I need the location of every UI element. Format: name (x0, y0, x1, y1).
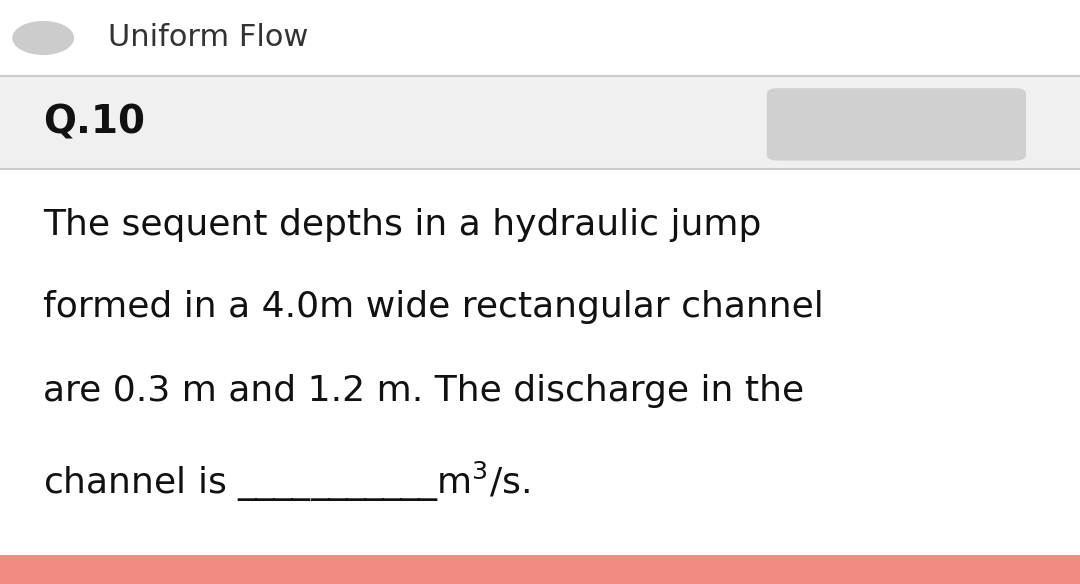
Text: Uniform Flow: Uniform Flow (108, 23, 309, 53)
FancyBboxPatch shape (0, 169, 1080, 555)
FancyBboxPatch shape (0, 76, 1080, 169)
Text: are 0.3 m and 1.2 m. The discharge in the: are 0.3 m and 1.2 m. The discharge in th… (43, 374, 805, 408)
FancyBboxPatch shape (0, 0, 1080, 76)
Circle shape (13, 22, 73, 54)
FancyBboxPatch shape (0, 555, 1080, 584)
FancyBboxPatch shape (767, 88, 1026, 161)
Text: The sequent depths in a hydraulic jump: The sequent depths in a hydraulic jump (43, 208, 761, 242)
Text: Q.10: Q.10 (43, 103, 145, 142)
Text: formed in a 4.0m wide rectangular channel: formed in a 4.0m wide rectangular channe… (43, 290, 824, 324)
Text: channel is ___________m$^3$/s.: channel is ___________m$^3$/s. (43, 460, 530, 504)
